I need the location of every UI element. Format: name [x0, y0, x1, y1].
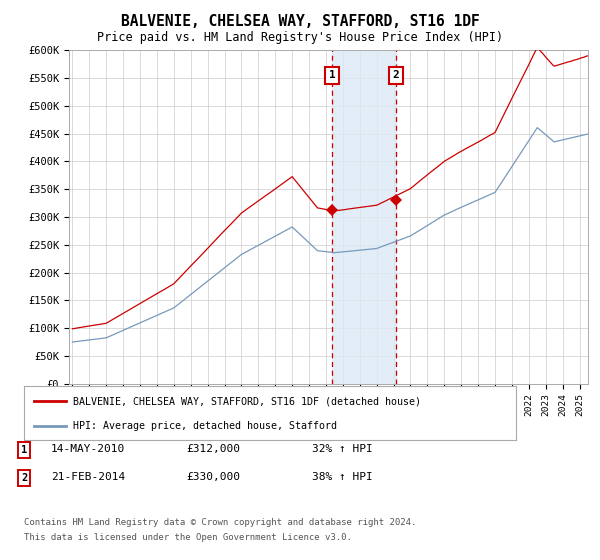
Text: Contains HM Land Registry data © Crown copyright and database right 2024.: Contains HM Land Registry data © Crown c… [24, 518, 416, 527]
Text: BALVENIE, CHELSEA WAY, STAFFORD, ST16 1DF: BALVENIE, CHELSEA WAY, STAFFORD, ST16 1D… [121, 14, 479, 29]
Text: BALVENIE, CHELSEA WAY, STAFFORD, ST16 1DF (detached house): BALVENIE, CHELSEA WAY, STAFFORD, ST16 1D… [73, 396, 421, 407]
Text: This data is licensed under the Open Government Licence v3.0.: This data is licensed under the Open Gov… [24, 533, 352, 542]
Text: 1: 1 [21, 445, 27, 455]
Text: 2: 2 [392, 71, 399, 81]
Text: 1: 1 [329, 71, 335, 81]
Text: HPI: Average price, detached house, Stafford: HPI: Average price, detached house, Staf… [73, 421, 337, 431]
Text: Price paid vs. HM Land Registry's House Price Index (HPI): Price paid vs. HM Land Registry's House … [97, 31, 503, 44]
Text: 14-MAY-2010: 14-MAY-2010 [51, 444, 125, 454]
Text: £312,000: £312,000 [186, 444, 240, 454]
Text: 2: 2 [21, 473, 27, 483]
Text: 32% ↑ HPI: 32% ↑ HPI [312, 444, 373, 454]
Text: 21-FEB-2014: 21-FEB-2014 [51, 472, 125, 482]
Text: £330,000: £330,000 [186, 472, 240, 482]
Text: 38% ↑ HPI: 38% ↑ HPI [312, 472, 373, 482]
Bar [332, 50, 396, 384]
